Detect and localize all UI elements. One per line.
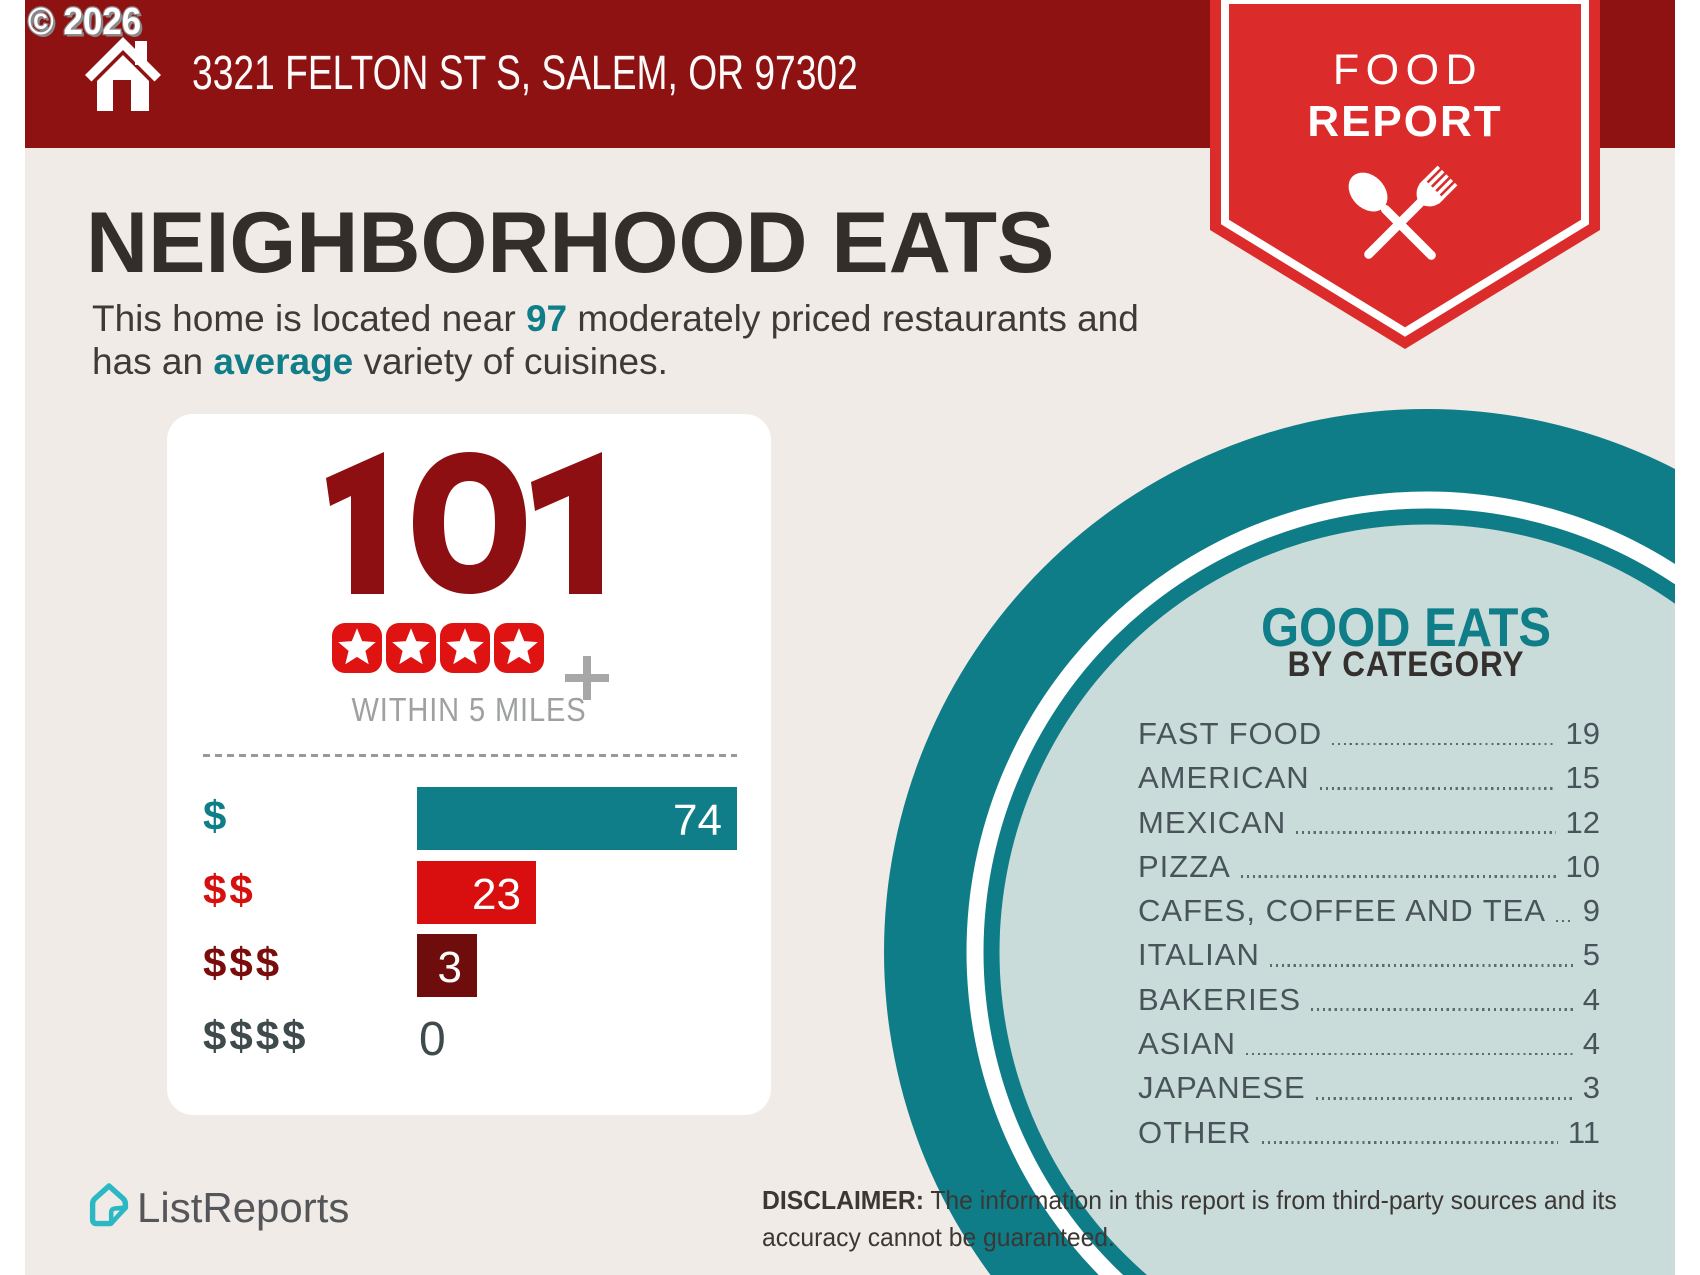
svg-text:FOOD: FOOD (1333, 46, 1483, 94)
svg-text:REPORT: REPORT (1307, 97, 1502, 146)
